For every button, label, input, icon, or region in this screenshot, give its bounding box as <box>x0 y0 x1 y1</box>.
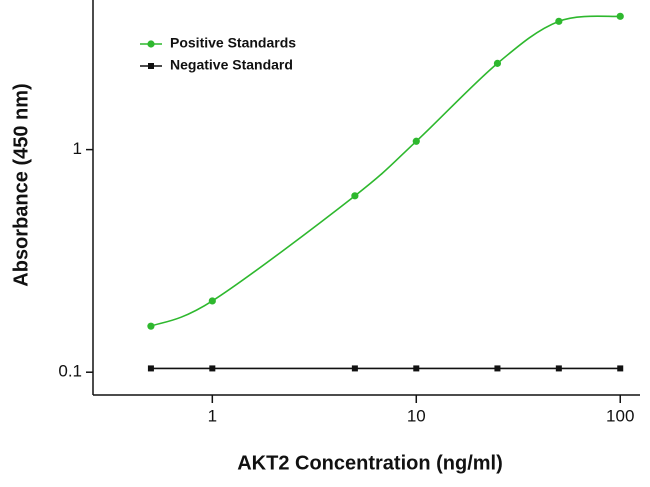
point <box>208 297 216 305</box>
legend-marker <box>147 40 155 48</box>
point <box>412 137 420 145</box>
point <box>351 192 359 200</box>
point <box>494 365 501 372</box>
point <box>147 365 154 372</box>
x-tick-label: 10 <box>407 406 426 425</box>
point <box>493 59 502 67</box>
x-tick-label: 1 <box>208 406 217 425</box>
point <box>617 365 624 372</box>
legend-marker <box>148 63 154 69</box>
point <box>616 12 624 20</box>
point <box>555 17 563 25</box>
legend-label: Positive Standards <box>170 35 296 51</box>
y-tick-label: 0.1 <box>58 362 82 381</box>
x-tick-label: 100 <box>606 406 634 425</box>
y-axis-title: Absorbance (450 nm) <box>10 83 32 286</box>
point <box>555 365 562 372</box>
legend-label: Negative Standard <box>170 57 293 73</box>
point <box>413 365 420 372</box>
y-tick-label: 1 <box>73 139 82 158</box>
x-axis-title: AKT2 Concentration (ng/ml) <box>237 452 503 474</box>
point <box>209 365 216 372</box>
point <box>147 322 155 330</box>
point <box>351 365 358 372</box>
